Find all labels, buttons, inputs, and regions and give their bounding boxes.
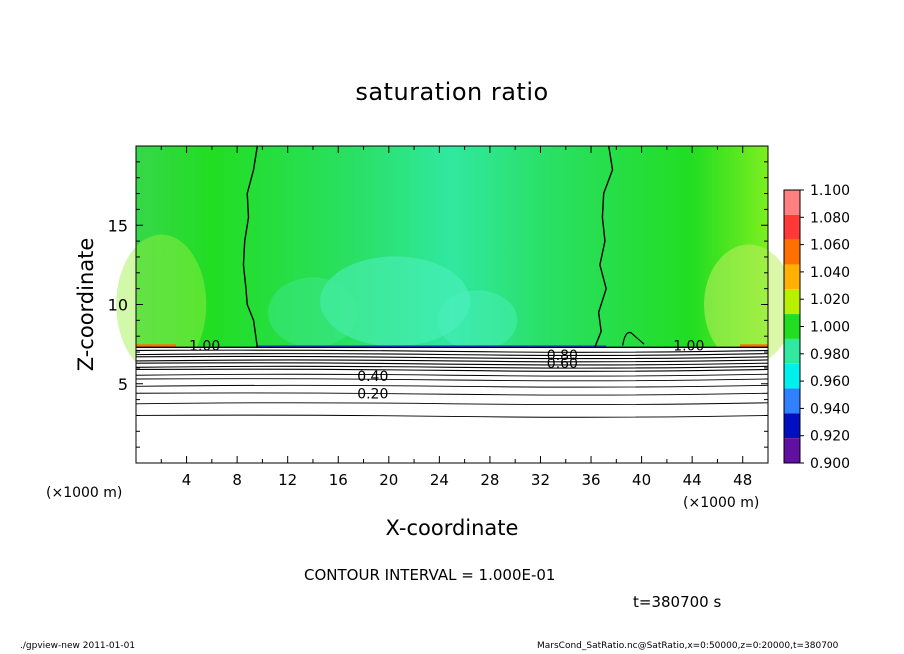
contour-line [135,392,769,396]
contour-line [135,349,769,353]
colorbar-swatch [784,190,800,215]
saturation-band [256,345,607,348]
x-unit-label-right: (×1000 m) [683,495,759,511]
contour-line [135,414,769,418]
colorbar-swatch [784,388,800,414]
colorbar-swatch [784,314,800,339]
x-tick-label: 32 [531,471,550,489]
contour-line [135,373,769,377]
chart-title: saturation ratio [355,78,549,106]
colorbar-label: 1.080 [810,210,850,226]
footer-right: MarsCond_SatRatio.nc@SatRatio,x=0:50000,… [537,641,839,651]
x-tick-label: 20 [379,471,398,489]
colorbar-swatch [784,338,800,364]
colorbar-swatch [784,264,800,290]
y-tick-label: 15 [108,216,128,235]
y-tick-label: 10 [108,296,128,315]
colorbar-swatch [784,363,800,389]
contour-interval-note: CONTOUR INTERVAL = 1.000E-01 [304,566,556,584]
contour-label: 1.00 [189,339,220,355]
field-patch [437,290,518,351]
x-tick-label: 36 [581,471,600,489]
contour-line [135,362,769,366]
colorbar-label: 1.040 [810,265,850,281]
contour-line [135,355,769,360]
x-tick-label: 28 [480,471,499,489]
colorbar-swatch [784,438,800,463]
x-unit-label-left: (×1000 m) [46,485,122,501]
colorbar-label: 1.000 [810,320,850,336]
footer-left: ./gpview-new 2011-01-01 [20,641,136,651]
saturation-edge-right [740,344,768,348]
colorbar-swatch [784,239,800,265]
contour-line [135,368,769,372]
contour-label: 0.40 [357,369,388,385]
colorbar-label: 0.920 [810,429,850,445]
x-tick-label: 4 [182,471,192,489]
x-tick-label: 44 [683,471,702,489]
contour-line [135,353,769,356]
colorbar-swatch [784,413,800,439]
field-patch [267,277,358,348]
contour-label: 0.20 [357,386,388,402]
contour-line [242,145,259,348]
x-tick-label: 12 [278,471,297,489]
time-label: t=380700 s [633,593,722,611]
colorbar-swatch [784,289,800,315]
contour-line [594,145,614,348]
contour-line [135,402,769,406]
contour-line [622,331,645,346]
contour-line [135,365,769,369]
contour-line [135,384,769,388]
saturation-edge-left [136,344,176,348]
y-tick-label: 5 [118,375,128,394]
x-tick-label: 24 [430,471,449,489]
colorbar-label: 0.960 [810,374,850,390]
colorbar-label: 0.900 [810,456,850,472]
x-tick-label: 48 [733,471,752,489]
contour-line [135,378,769,382]
colorbar-label: 0.980 [810,347,850,363]
field-patch [704,244,795,365]
colorbar-label: 1.060 [810,238,850,254]
field-patch [320,256,471,347]
contour-label: 0.60 [547,356,578,372]
field-patch [116,234,207,375]
colorbar-label: 1.020 [810,292,850,308]
x-tick-label: 8 [232,471,242,489]
contour-label: 1.00 [673,339,704,355]
contour-line [135,359,769,363]
colorbar-label: 0.940 [810,401,850,417]
colorbar-label: 1.100 [810,183,850,199]
x-axis-label: X-coordinate [385,516,519,540]
x-tick-label: 40 [632,471,651,489]
x-tick-label: 16 [329,471,348,489]
colorbar-swatch [784,214,800,240]
contour-label: 0.80 [547,348,578,364]
y-axis-label: Z-coordinate [74,238,98,372]
